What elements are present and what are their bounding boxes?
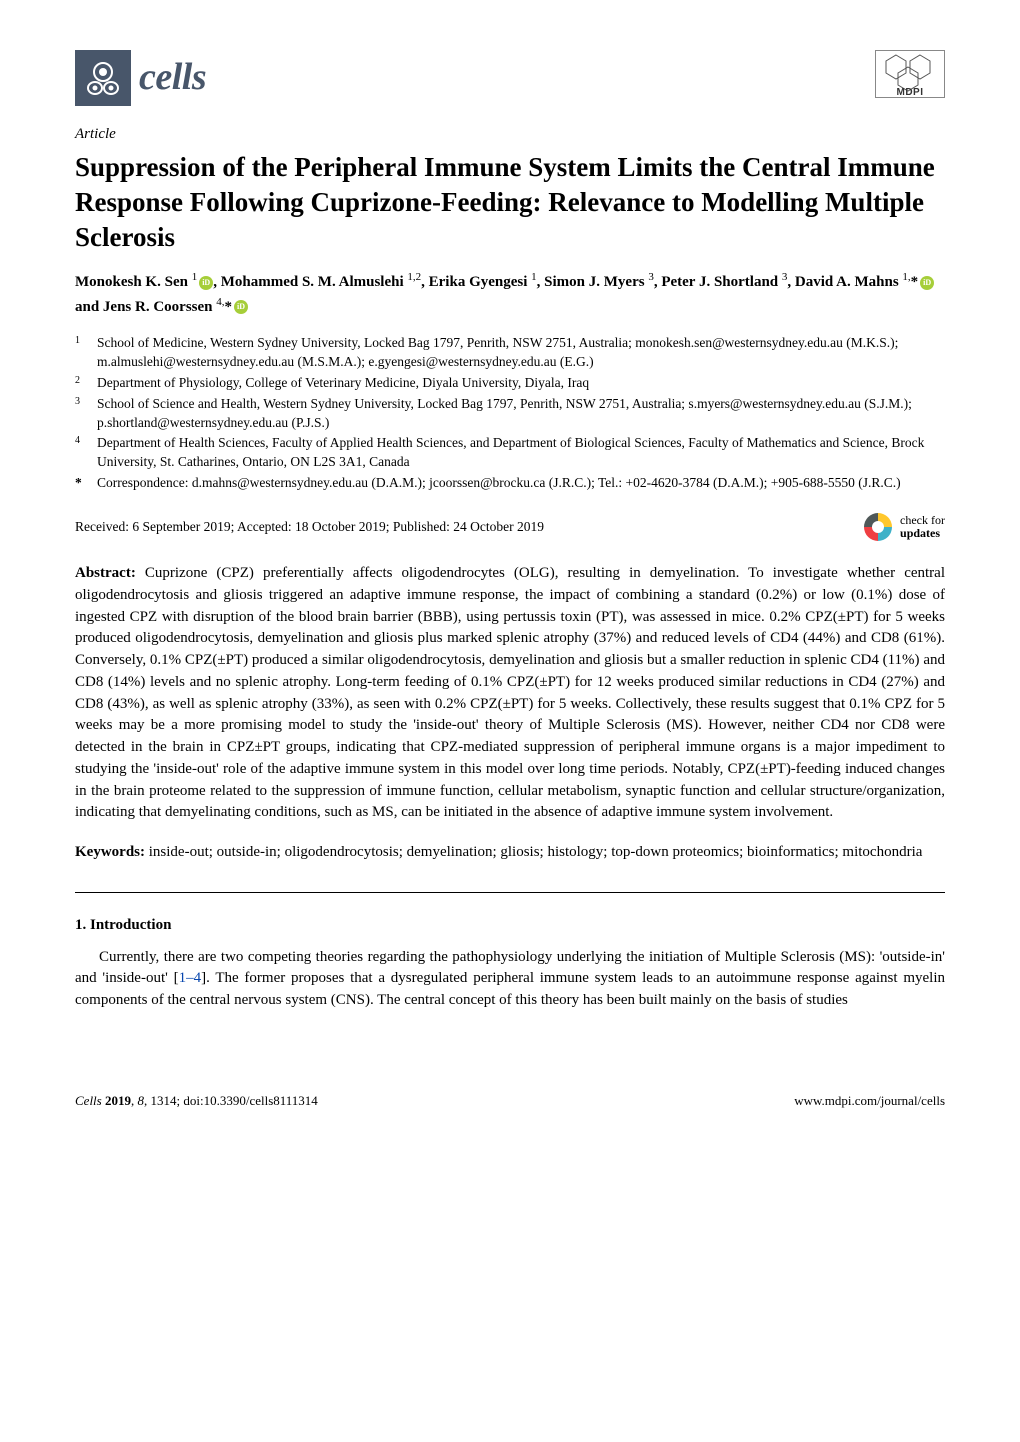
footer-url[interactable]: www.mdpi.com/journal/cells xyxy=(794,1092,945,1111)
journal-logo-block: cells xyxy=(75,50,206,106)
affiliation-number: 3 xyxy=(75,395,97,433)
publication-dates: Received: 6 September 2019; Accepted: 18… xyxy=(75,517,544,537)
footer-doi: doi:10.3390/cells8111314 xyxy=(183,1093,317,1108)
footer-journal: Cells xyxy=(75,1093,102,1108)
affiliation-item: 1School of Medicine, Western Sydney Univ… xyxy=(97,334,945,372)
keywords-block: Keywords: inside-out; outside-in; oligod… xyxy=(75,842,945,864)
affiliation-item: 4Department of Health Sciences, Faculty … xyxy=(97,434,945,472)
page-footer: Cells 2019, 8, 1314; doi:10.3390/cells81… xyxy=(75,1092,945,1111)
affiliation-text: School of Science and Health, Western Sy… xyxy=(97,395,945,433)
footer-page: 1314 xyxy=(150,1093,176,1108)
keywords-label: Keywords: xyxy=(75,844,145,860)
keywords-text: inside-out; outside-in; oligodendrocytos… xyxy=(149,844,923,860)
svg-text:MDPI: MDPI xyxy=(897,87,924,97)
publisher-logo: MDPI xyxy=(875,50,945,98)
correspondence-text: Correspondence: d.mahns@westernsydney.ed… xyxy=(97,474,901,493)
check-for-updates-badge[interactable]: check for updates xyxy=(862,511,945,543)
orcid-icon xyxy=(199,276,213,290)
correspondence-marker: * xyxy=(75,474,97,493)
section-heading-intro: 1. Introduction xyxy=(75,915,945,937)
affiliation-number: 1 xyxy=(75,334,97,372)
abstract-label: Abstract: xyxy=(75,565,136,581)
footer-citation: Cells 2019, 8, 1314; doi:10.3390/cells81… xyxy=(75,1092,318,1111)
intro-paragraph: Currently, there are two competing theor… xyxy=(75,947,945,1012)
correspondence-item: *Correspondence: d.mahns@westernsydney.e… xyxy=(97,474,945,493)
journal-logo-icon xyxy=(75,50,131,106)
orcid-icon xyxy=(234,300,248,314)
journal-name: cells xyxy=(139,50,206,105)
author-list: Monokesh K. Sen 1, Mohammed S. M. Almusl… xyxy=(75,269,945,318)
dates-row: Received: 6 September 2019; Accepted: 18… xyxy=(75,511,945,543)
article-title: Suppression of the Peripheral Immune Sys… xyxy=(75,150,945,255)
check-updates-text: check for updates xyxy=(900,514,945,540)
affiliation-text: School of Medicine, Western Sydney Unive… xyxy=(97,334,945,372)
affiliation-item: 2Department of Physiology, College of Ve… xyxy=(97,374,945,393)
affiliation-item: 3School of Science and Health, Western S… xyxy=(97,395,945,433)
crossmark-icon xyxy=(862,511,894,543)
affiliation-number: 2 xyxy=(75,374,97,393)
intro-text-after-ref: ]. The former proposes that a dysregulat… xyxy=(75,970,945,1008)
affiliation-number: 4 xyxy=(75,434,97,472)
affiliations-list: 1School of Medicine, Western Sydney Univ… xyxy=(75,334,945,493)
check-updates-line2: updates xyxy=(900,527,945,540)
section-divider xyxy=(75,892,945,893)
abstract-block: Abstract: Cuprizone (CPZ) preferentially… xyxy=(75,563,945,824)
article-type: Article xyxy=(75,124,945,146)
affiliation-text: Department of Health Sciences, Faculty o… xyxy=(97,434,945,472)
footer-year: 2019 xyxy=(105,1093,131,1108)
affiliation-text: Department of Physiology, College of Vet… xyxy=(97,374,589,393)
orcid-icon xyxy=(920,276,934,290)
header: cells MDPI xyxy=(75,50,945,106)
citation-link[interactable]: 1–4 xyxy=(179,970,202,986)
footer-link[interactable]: www.mdpi.com/journal/cells xyxy=(794,1093,945,1108)
abstract-text: Cuprizone (CPZ) preferentially affects o… xyxy=(75,565,945,820)
